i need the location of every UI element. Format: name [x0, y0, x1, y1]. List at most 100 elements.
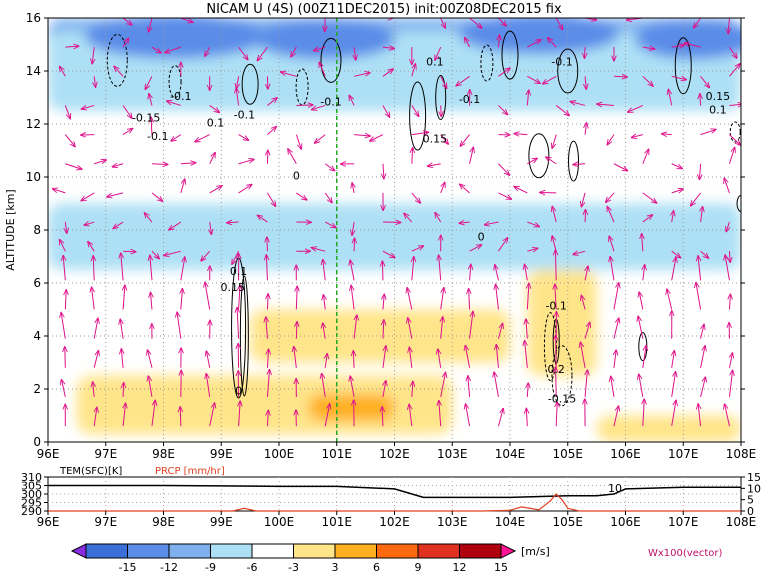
wind-vector: [468, 376, 470, 397]
contour-label: 0.1: [207, 117, 225, 130]
wind-vector: [411, 246, 424, 252]
y-tick-label: 12: [26, 117, 41, 131]
colorbar-swatch: [85, 543, 128, 559]
wind-vector: [684, 43, 701, 48]
wind-vector: [288, 149, 297, 164]
wind-vector: [613, 76, 627, 77]
wind-vector: [383, 294, 384, 310]
wind-vector: [725, 404, 730, 427]
colorbar-swatch: [127, 543, 170, 559]
colorbar-label: 6: [373, 561, 380, 574]
wind-vector: [440, 182, 445, 194]
wind-vector: [61, 380, 66, 398]
wind-vector: [435, 46, 442, 60]
shade-region: [85, 18, 266, 59]
wind-vector: [613, 18, 614, 19]
wind-vector: [552, 206, 557, 223]
wind-vector: [350, 376, 355, 398]
wind-vector: [151, 250, 159, 259]
wind-vector: [92, 287, 95, 310]
sub-y-tick-label: 295: [21, 497, 42, 510]
sub-x-tick-label: 106E: [610, 515, 641, 529]
wind-vector: [614, 350, 616, 368]
wind-vector: [585, 370, 587, 397]
wind-vector: [144, 213, 153, 223]
wind-vector: [296, 286, 297, 310]
x-tick-label: 106E: [610, 447, 641, 461]
wind-vector: [662, 134, 672, 135]
wind-vector: [165, 46, 181, 52]
wind-vector: [555, 284, 556, 310]
shade-region: [596, 415, 741, 442]
wind-vector: [122, 128, 133, 136]
wind-vector: [319, 62, 326, 77]
wind-vector: [469, 18, 482, 28]
colorbar-swatch: [293, 543, 336, 559]
colorbar: -15 -12 -9 -6 -3 3 6 9 12 15: [70, 543, 517, 574]
main-panel: -0.1-0.15-0.10.1-0.1-0.1 -0.10.10.15-0.10…: [4, 11, 757, 461]
wind-vector: [726, 221, 729, 232]
wind-vector: [236, 88, 238, 106]
wind-vector: [440, 288, 444, 310]
wind-vector: [642, 234, 643, 252]
wind-vector: [412, 148, 413, 164]
wind-vector: [121, 253, 123, 281]
wind-vector: [354, 47, 356, 60]
wind-vector: [239, 285, 240, 310]
x-tick-label: 98E: [152, 447, 175, 461]
colorbar-swatch: [376, 543, 419, 559]
wind-vector: [438, 349, 441, 368]
wind-vector: [526, 319, 527, 339]
x-tick-label: 107E: [668, 447, 699, 461]
wind-vector: [552, 236, 557, 252]
wind-vector: [527, 158, 537, 165]
wind-vector: [527, 383, 528, 397]
wind-vector: [167, 101, 181, 106]
wind-vector: [383, 163, 384, 179]
contour-line: [295, 68, 309, 106]
wind-vector: [177, 312, 182, 339]
wind-vector: [122, 18, 132, 25]
wind-vector: [209, 186, 222, 194]
wind-vector: [404, 213, 413, 223]
sub-x-tick-label: 96E: [37, 515, 60, 529]
wind-vector: [701, 207, 703, 223]
wind-vector: [325, 354, 327, 368]
wind-vector: [239, 401, 241, 427]
contour-line: [501, 30, 519, 80]
wind-vector: [238, 46, 248, 60]
y-tick-label: 0: [33, 435, 41, 449]
wind-vector: [61, 312, 66, 339]
wind-vector: [440, 18, 446, 28]
wind-vector: [81, 192, 95, 201]
wind-vector: [460, 184, 470, 194]
wind-vector: [84, 222, 95, 225]
x-tick-label: 99E: [210, 447, 233, 461]
wind-vector: [64, 134, 75, 147]
main-axes: 0 2 4 6 8 10 12 14 16 96E 97E 98E 99E 100E 101E 102E 103…: [26, 11, 757, 461]
contour-label: -0.15: [132, 111, 160, 124]
x-tick-label: 102E: [379, 447, 410, 461]
wind-vector: [322, 373, 326, 398]
wind-vector: [151, 117, 152, 135]
wind-vector: [484, 222, 499, 225]
wind-vector: [94, 160, 106, 164]
wind-vector: [267, 369, 269, 397]
wind-vector: [469, 245, 482, 252]
wind-vector: [209, 403, 215, 427]
colorbar-end: [70, 543, 87, 559]
wind-vector: [113, 221, 124, 228]
wind-vector: [514, 186, 528, 194]
wind-vector: [148, 376, 153, 398]
wind-vector: [525, 341, 528, 368]
wind-vector: [93, 382, 94, 397]
wind-vector: [642, 149, 649, 164]
wind-vector: [496, 345, 498, 368]
contour-line: [239, 275, 249, 397]
wind-vector: [383, 381, 386, 398]
wind-vector: [151, 192, 163, 201]
wind-vector: [556, 402, 557, 427]
contour-label: -0.1: [170, 90, 191, 103]
wind-vector: [570, 102, 586, 106]
